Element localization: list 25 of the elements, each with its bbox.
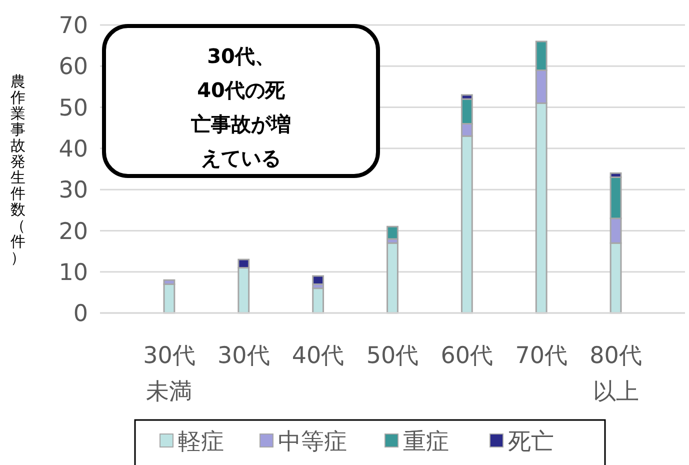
y-tick-label: 30 bbox=[58, 178, 88, 204]
x-tick-label: 80代以上 bbox=[590, 343, 642, 405]
legend-label: 中等症 bbox=[278, 429, 347, 456]
bar bbox=[386, 226, 398, 240]
x-tick-label: 60代 bbox=[440, 343, 494, 369]
legend-label: 軽症 bbox=[178, 429, 224, 456]
x-tick-label: 50代 bbox=[366, 343, 419, 369]
x-tick-label: 40代 bbox=[292, 343, 344, 369]
y-tick-label: 50 bbox=[58, 95, 88, 122]
y-tick-label: 60 bbox=[58, 54, 88, 80]
legend-label: 死亡 bbox=[508, 429, 554, 456]
x-tick-label: 30代未満 bbox=[143, 343, 196, 405]
y-tick-label: 0 bbox=[73, 301, 88, 328]
text: 農作業事故発生件数（件） bbox=[10, 72, 26, 266]
y-tick-label: 20 bbox=[58, 218, 88, 245]
y-tick-label: 10 bbox=[58, 260, 88, 286]
legend-label: 重症 bbox=[403, 429, 449, 456]
y-tick-label: 40 bbox=[58, 136, 88, 162]
bar bbox=[386, 242, 398, 314]
x-tick-label: 30代 bbox=[218, 343, 270, 369]
bar bbox=[312, 288, 324, 314]
bar bbox=[312, 275, 324, 285]
x-tick-label: 70代 bbox=[515, 343, 568, 369]
y-tick-label: 70 bbox=[58, 13, 88, 40]
annotation: 30代、40代の死亡事故が増えている bbox=[190, 44, 291, 170]
